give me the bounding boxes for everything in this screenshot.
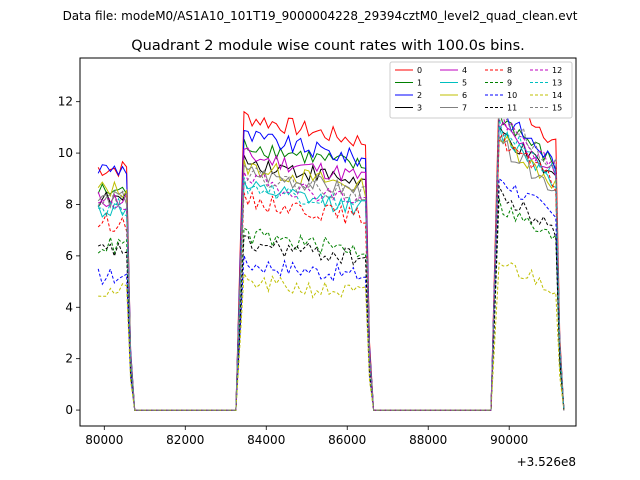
series-line-12 <box>98 115 565 411</box>
x-tick-label: 82000 <box>166 433 204 447</box>
y-axis: 0 2 4 6 8 10 12 <box>58 95 80 417</box>
x-tick-label: 88000 <box>409 433 447 447</box>
x-axis: 80000 82000 84000 86000 88000 90000 <box>85 426 528 447</box>
chart-suptitle: Data file: modeM0/AS1A10_101T19_90000042… <box>63 9 578 23</box>
x-tick-label: 86000 <box>328 433 366 447</box>
plot-lines <box>97 81 565 411</box>
legend-label-4: 4 <box>462 66 467 75</box>
series-line-15 <box>98 105 565 411</box>
plot-frame <box>79 57 577 427</box>
legend-label-14: 14 <box>552 91 562 100</box>
legend-label-15: 15 <box>552 104 562 113</box>
series-line-10 <box>97 177 565 411</box>
y-tick-label: 10 <box>58 146 73 160</box>
legend-label-3: 3 <box>417 104 422 113</box>
series-line-4 <box>97 121 565 411</box>
legend-label-11: 11 <box>507 104 517 113</box>
series-line-0 <box>97 81 565 411</box>
y-tick-label: 2 <box>65 352 73 366</box>
legend-label-7: 7 <box>462 104 467 113</box>
x-tick-label: 90000 <box>490 433 528 447</box>
legend-box <box>389 61 573 119</box>
x-offset-label: +3.526e8 <box>517 455 576 469</box>
y-tick-label: 4 <box>65 300 73 314</box>
series-line-2 <box>97 114 565 411</box>
y-tick-label: 12 <box>58 95 73 109</box>
legend-label-6: 6 <box>462 91 467 100</box>
x-tick-label: 84000 <box>247 433 285 447</box>
y-tick-label: 6 <box>65 249 73 263</box>
y-tick-label: 8 <box>65 197 73 211</box>
legend-label-13: 13 <box>552 79 562 88</box>
legend-label-8: 8 <box>507 66 512 75</box>
series-line-13 <box>98 117 565 411</box>
chart-title: Quadrant 2 module wise count rates with … <box>131 38 525 54</box>
legend-label-10: 10 <box>507 91 517 100</box>
legend-label-2: 2 <box>417 91 422 100</box>
y-tick-label: 0 <box>65 403 73 417</box>
legend-label-9: 9 <box>507 79 512 88</box>
legend-label-0: 0 <box>417 66 422 75</box>
legend-label-5: 5 <box>462 79 467 88</box>
x-tick-label: 80000 <box>85 433 123 447</box>
series-line-14 <box>98 261 565 411</box>
legend-label-1: 1 <box>417 79 422 88</box>
legend-label-12: 12 <box>552 66 562 75</box>
